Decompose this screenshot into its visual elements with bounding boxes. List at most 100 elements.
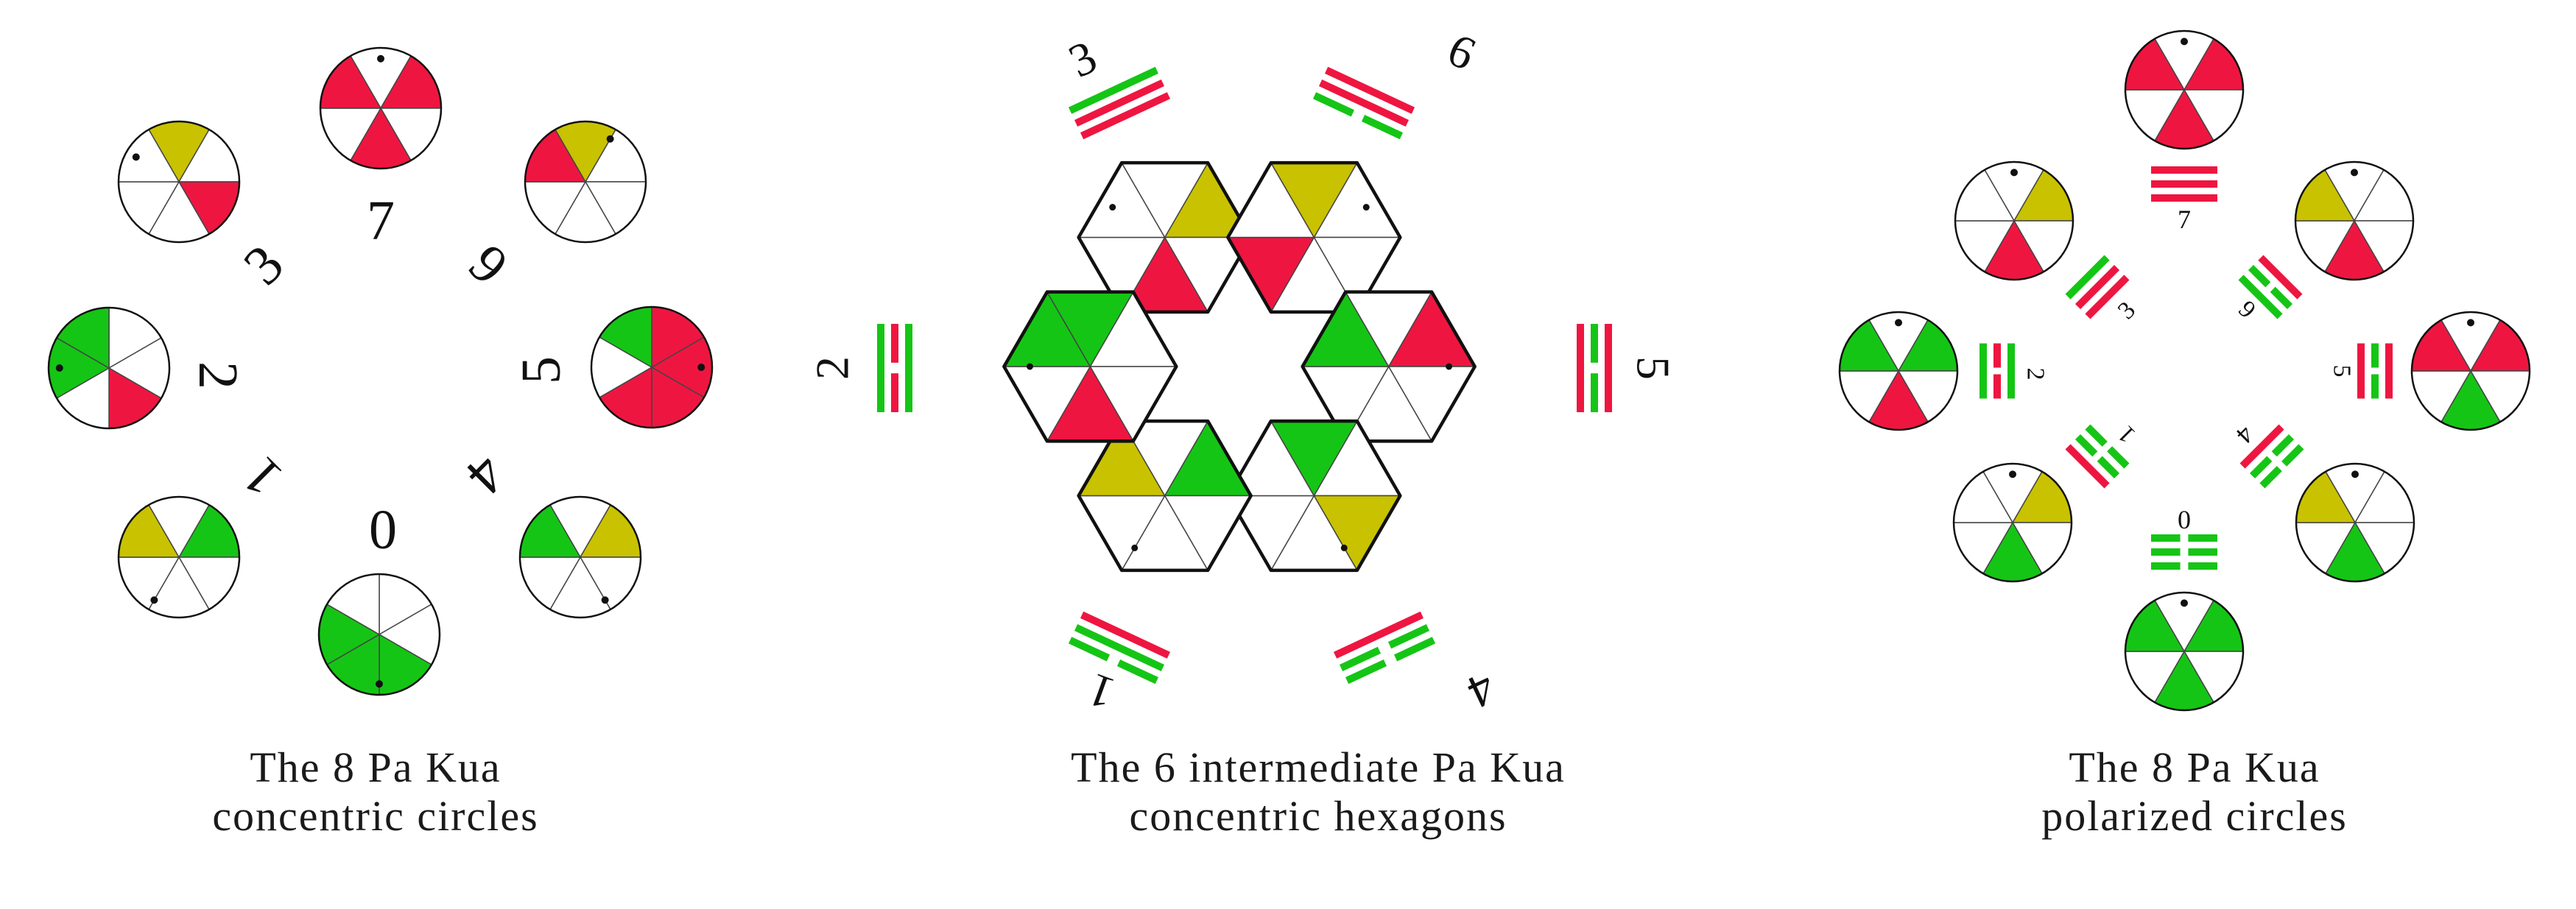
hex-2 bbox=[1002, 290, 1178, 443]
trigram-line bbox=[1591, 324, 1598, 363]
dot-marker bbox=[601, 596, 609, 604]
trigram-line bbox=[2188, 562, 2217, 570]
number-label: 5 bbox=[1627, 356, 1680, 380]
panel-concentric-circles: 76 5 40 1 2 3 bbox=[47, 46, 714, 696]
trigram-line bbox=[2074, 434, 2098, 457]
dot-marker bbox=[606, 135, 614, 143]
trigram-line bbox=[2238, 275, 2283, 319]
hex-6 bbox=[1226, 160, 1402, 314]
trigram-line bbox=[2281, 444, 2304, 467]
dot-marker bbox=[132, 153, 140, 161]
disc-4 bbox=[518, 495, 642, 619]
disc-outline bbox=[2410, 311, 2531, 431]
dot-marker bbox=[2351, 169, 2358, 177]
trigram-4 bbox=[2239, 424, 2304, 489]
disc-outline bbox=[117, 495, 241, 619]
trigram-1 bbox=[1068, 611, 1171, 685]
trigram-4 bbox=[1333, 611, 1436, 685]
dot-marker bbox=[2181, 38, 2188, 46]
trigram-line bbox=[2074, 264, 2120, 310]
hex-outline bbox=[1226, 419, 1402, 573]
disc-outline bbox=[47, 306, 171, 430]
trigram-line bbox=[2085, 424, 2108, 447]
trigram-line bbox=[2107, 446, 2130, 469]
disc-outline bbox=[2124, 29, 2245, 150]
number-label: 2 bbox=[187, 361, 249, 389]
dot-marker bbox=[697, 364, 705, 371]
disc-outline bbox=[524, 120, 647, 244]
disc-outline bbox=[319, 46, 443, 170]
dot-marker bbox=[2467, 319, 2474, 327]
trigram-line bbox=[1074, 623, 1165, 672]
dot-marker bbox=[1446, 363, 1453, 370]
dot-marker bbox=[377, 54, 384, 63]
panel-polarized-circles: 7 6 5 4 0 1 2 3 bbox=[1838, 29, 2531, 712]
trigram-1 bbox=[2065, 424, 2130, 489]
caption-line: The 6 intermediate Pa Kua bbox=[1071, 743, 1566, 791]
trigram-3 bbox=[2065, 255, 2130, 319]
trigram-line bbox=[2151, 548, 2181, 556]
dot-marker bbox=[150, 596, 158, 604]
dot-marker bbox=[55, 364, 63, 372]
trigram-line bbox=[2188, 548, 2217, 556]
trigram-line bbox=[877, 324, 884, 412]
number-label: 4 bbox=[1460, 662, 1503, 719]
caption-line: polarized circles bbox=[2041, 792, 2348, 840]
number-label: 7 bbox=[367, 190, 395, 252]
trigram-5 bbox=[2357, 343, 2393, 399]
disc-3 bbox=[1954, 160, 2074, 281]
trigram-line bbox=[1993, 343, 2001, 368]
number-label: 0 bbox=[369, 499, 397, 561]
disc-3 bbox=[117, 120, 241, 244]
dot-marker bbox=[376, 680, 383, 688]
number-label: 5 bbox=[510, 356, 572, 384]
number-label: 6 bbox=[1440, 23, 1483, 80]
trigram-line bbox=[1116, 659, 1158, 685]
disc-0 bbox=[317, 573, 441, 696]
hex-outline bbox=[1002, 290, 1178, 443]
trigram-line bbox=[2271, 434, 2295, 457]
number-label: 0 bbox=[2178, 505, 2191, 534]
trigram-2 bbox=[877, 324, 912, 412]
number-label: 2 bbox=[2022, 368, 2049, 381]
number-label: 3 bbox=[232, 233, 295, 297]
number-label: 6 bbox=[457, 233, 520, 297]
number-label: 3 bbox=[2113, 297, 2141, 325]
trigram-line bbox=[891, 324, 898, 363]
trigram-line bbox=[2357, 343, 2365, 399]
disc-7 bbox=[319, 46, 443, 170]
disc-outline bbox=[317, 573, 441, 696]
disc-4 bbox=[2295, 462, 2415, 583]
caption-intermediate-hexagons: The 6 intermediate Pa Kua concentric hex… bbox=[913, 743, 1723, 841]
trigram-line bbox=[2065, 444, 2110, 489]
trigram-line bbox=[2259, 466, 2282, 489]
number-label: 2 bbox=[806, 356, 859, 380]
dot-marker bbox=[1895, 319, 1902, 327]
trigram-line bbox=[1333, 611, 1424, 659]
trigram-line bbox=[2151, 562, 2181, 570]
disc-2 bbox=[1838, 311, 1959, 431]
disc-outline bbox=[2294, 160, 2415, 281]
trigram-line bbox=[2371, 374, 2379, 399]
trigram-line bbox=[2249, 456, 2273, 479]
number-label: 5 bbox=[2329, 365, 2356, 378]
number-label: 4 bbox=[2231, 420, 2259, 448]
trigram-line bbox=[1361, 114, 1403, 140]
dot-marker bbox=[2181, 599, 2188, 607]
hex-3 bbox=[1077, 160, 1253, 314]
trigram-line bbox=[1325, 66, 1415, 114]
trigram-3 bbox=[1068, 66, 1171, 140]
dot-marker bbox=[1131, 544, 1139, 551]
trigram-line bbox=[2258, 255, 2303, 300]
disc-outline bbox=[1952, 462, 2073, 583]
number-label: 6 bbox=[2234, 295, 2262, 323]
dot-marker bbox=[2351, 470, 2359, 478]
caption-concentric-circles: The 8 Pa Kua concentric circles bbox=[0, 743, 781, 841]
trigram-line bbox=[2065, 255, 2110, 300]
trigram-6 bbox=[2238, 255, 2303, 319]
disc-outline bbox=[117, 120, 241, 244]
trigram-line bbox=[1318, 79, 1410, 127]
dot-marker bbox=[1340, 544, 1348, 551]
disc-outline bbox=[2124, 591, 2245, 712]
disc-2 bbox=[47, 306, 171, 430]
